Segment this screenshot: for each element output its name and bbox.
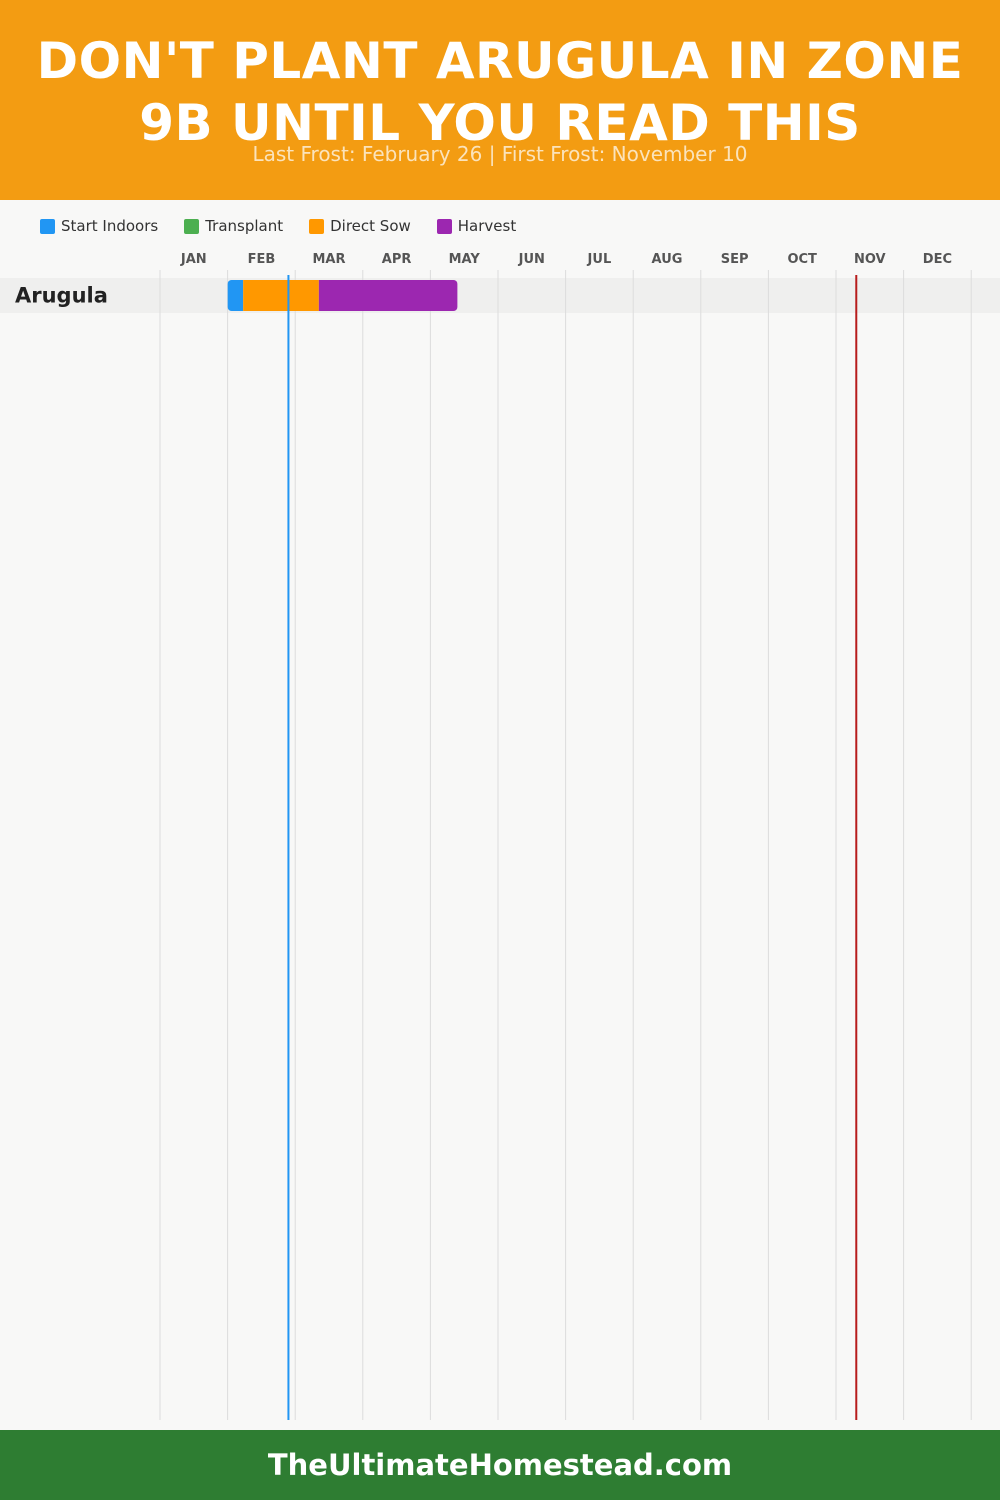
planting-calendar-chart: JAN FEB MAR APR MAY JUN JUL AUG SEP OCT NOV DEC Arug…	[0, 252, 1000, 1420]
legend-item-direct-sow: Direct Sow	[309, 217, 411, 235]
crop-label: Arugula	[15, 284, 108, 308]
month-label-jun: JUN	[518, 252, 545, 267]
footer-site-link[interactable]: TheUltimateHomestead.com	[267, 1448, 733, 1482]
legend-swatch-direct-sow	[309, 218, 325, 234]
legend-item-harvest: Harvest	[436, 217, 517, 235]
bar-harvest	[318, 280, 458, 311]
header-banner: DON'T PLANT ARUGULA IN ZONE 9B UNTIL YOU…	[0, 0, 1000, 200]
legend-item-transplant: Transplant	[184, 217, 283, 235]
month-label-nov: NOV	[854, 252, 886, 267]
legend-item-start-indoors: Start Indoors	[40, 217, 158, 235]
frost-dates-subtitle: Last Frost: February 26 | First Frost: N…	[252, 142, 748, 166]
month-label-jan: JAN	[180, 252, 207, 267]
month-label-oct: OCT	[787, 252, 817, 267]
crop-row-bg	[0, 278, 1000, 313]
chart-legend: Start Indoors Transplant Direct Sow Harv…	[40, 214, 542, 238]
legend-label-direct-sow: Direct Sow	[330, 217, 411, 235]
page-title: DON'T PLANT ARUGULA IN ZONE 9B UNTIL YOU…	[36, 32, 964, 152]
month-label-apr: APR	[382, 252, 412, 267]
bar-start-indoors	[227, 280, 244, 311]
month-label-feb: FEB	[248, 252, 276, 267]
legend-swatch-start-indoors	[40, 218, 55, 234]
legend-label-harvest: Harvest	[457, 217, 517, 235]
legend-swatch-transplant	[184, 218, 200, 234]
legend-swatch-harvest	[436, 218, 452, 234]
legend-label-start-indoors: Start Indoors	[61, 217, 159, 235]
month-label-dec: DEC	[923, 252, 952, 267]
month-label-mar: MAR	[312, 252, 345, 267]
legend-label-transplant: Transplant	[205, 217, 284, 235]
footer-banner: TheUltimateHomestead.com	[0, 1430, 1000, 1500]
month-label-sep: SEP	[721, 252, 749, 267]
month-label-aug: AUG	[652, 252, 683, 267]
month-label-may: MAY	[449, 252, 481, 267]
month-label-jul: JUL	[587, 252, 612, 267]
bar-direct-sow	[243, 280, 319, 311]
